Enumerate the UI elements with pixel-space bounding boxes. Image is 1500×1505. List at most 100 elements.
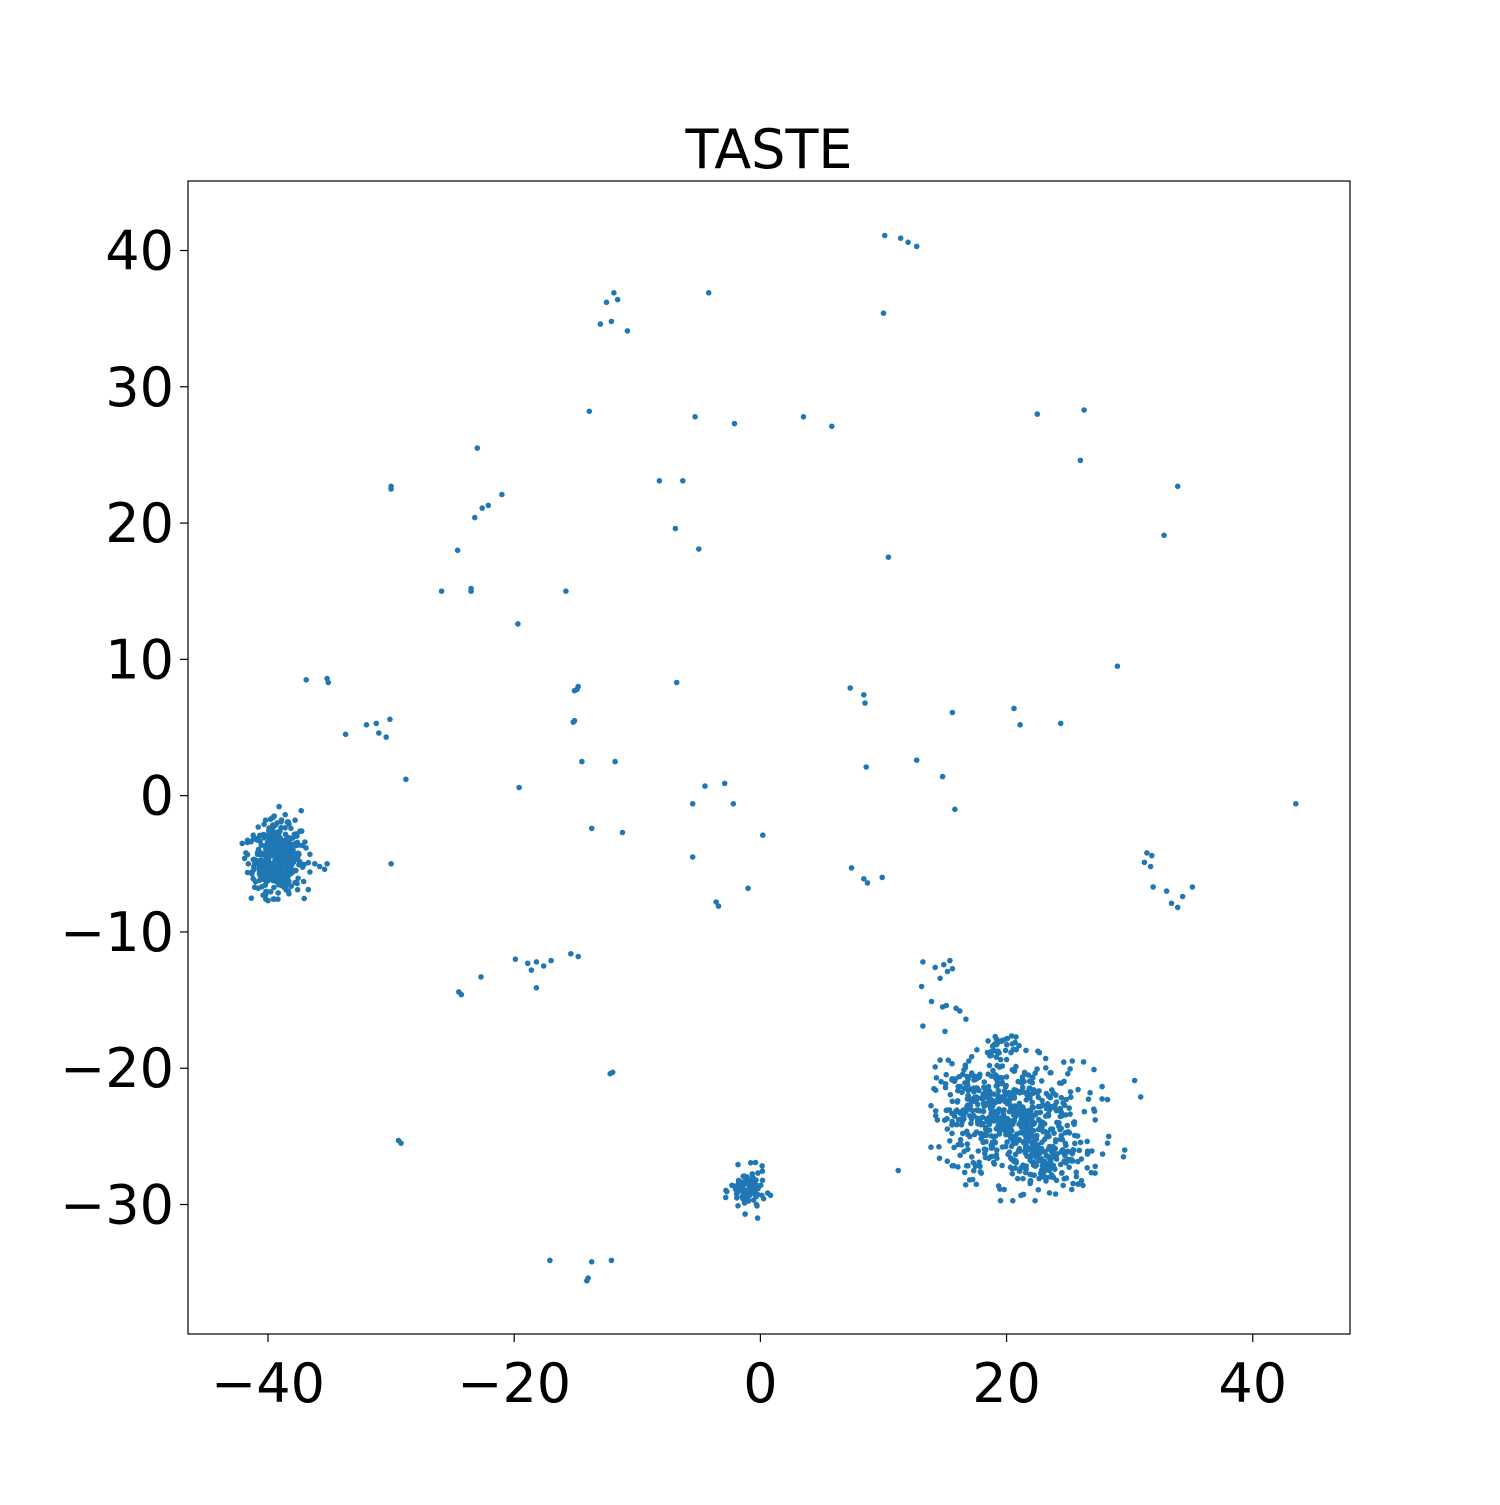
- data-point: [957, 1152, 963, 1159]
- data-point: [282, 825, 288, 831]
- data-point: [1075, 1158, 1081, 1165]
- data-point: [307, 869, 313, 875]
- data-point: [957, 1136, 964, 1143]
- data-point: [1077, 457, 1084, 464]
- data-point: [1147, 863, 1154, 870]
- data-point: [971, 1077, 977, 1083]
- data-point: [986, 1087, 992, 1094]
- data-point: [864, 880, 871, 886]
- data-point: [388, 483, 394, 490]
- data-point: [755, 1170, 761, 1176]
- data-point: [747, 1160, 754, 1166]
- data-point: [936, 1155, 943, 1162]
- data-point: [949, 1098, 956, 1105]
- data-point: [993, 1054, 1000, 1060]
- data-point: [279, 864, 285, 871]
- data-point: [1027, 1178, 1034, 1184]
- data-point: [847, 685, 853, 691]
- data-point: [259, 850, 266, 857]
- y-tick-label: 30: [105, 356, 174, 419]
- data-point: [967, 1102, 974, 1109]
- data-point: [1021, 1118, 1028, 1124]
- data-point: [298, 807, 305, 814]
- data-point: [388, 861, 394, 867]
- data-point: [745, 1198, 752, 1204]
- data-point: [325, 679, 332, 686]
- data-point: [1065, 1129, 1071, 1135]
- data-point: [986, 1127, 993, 1133]
- data-point: [1073, 1173, 1080, 1180]
- data-point: [1024, 1109, 1030, 1116]
- y-tick-label: −20: [60, 1037, 174, 1100]
- data-point: [947, 957, 953, 964]
- data-point: [267, 889, 274, 895]
- data-point: [937, 975, 943, 982]
- data-point: [932, 964, 938, 971]
- data-point: [1048, 1172, 1055, 1178]
- data-point: [1009, 1165, 1015, 1172]
- data-point: [1002, 1047, 1009, 1054]
- data-point: [280, 878, 286, 885]
- data-point: [963, 1105, 969, 1112]
- data-point: [1070, 1147, 1076, 1153]
- data-point: [972, 1163, 979, 1169]
- data-point: [1006, 1149, 1013, 1155]
- data-point: [963, 1016, 969, 1022]
- data-point: [968, 1053, 975, 1060]
- data-point: [1001, 1088, 1008, 1094]
- data-point: [263, 896, 269, 902]
- data-point: [973, 1094, 980, 1100]
- data-point: [403, 776, 409, 783]
- data-point: [1009, 1133, 1016, 1140]
- data-point: [996, 1050, 1002, 1056]
- y-tick-label: −30: [60, 1174, 174, 1237]
- data-point: [1099, 1151, 1106, 1157]
- data-point: [1114, 663, 1121, 669]
- data-point: [1003, 1056, 1010, 1063]
- data-point: [1040, 1128, 1046, 1135]
- data-point: [1081, 407, 1087, 413]
- data-point: [959, 1130, 966, 1137]
- data-point: [1008, 1143, 1015, 1150]
- data-point: [895, 1167, 901, 1174]
- data-point: [1076, 1147, 1083, 1154]
- data-point: [478, 974, 484, 980]
- data-point: [1008, 1049, 1014, 1056]
- data-point: [1174, 904, 1181, 911]
- data-point: [259, 832, 265, 838]
- data-point: [733, 1191, 740, 1197]
- data-point: [512, 956, 519, 962]
- data-point: [949, 1122, 955, 1128]
- data-point: [1088, 1169, 1095, 1176]
- data-point: [608, 318, 615, 325]
- data-point: [951, 1113, 958, 1119]
- data-point: [994, 1116, 1000, 1123]
- data-point: [1149, 852, 1155, 859]
- data-point: [1068, 1156, 1075, 1163]
- data-point: [968, 1120, 974, 1127]
- data-point: [978, 1095, 984, 1101]
- data-point: [1003, 1074, 1010, 1080]
- data-point: [721, 780, 728, 787]
- data-point: [1035, 1094, 1042, 1101]
- data-point: [1032, 1197, 1038, 1204]
- data-point: [959, 1089, 965, 1096]
- data-point: [248, 895, 255, 901]
- data-point: [1036, 1175, 1042, 1182]
- data-point: [964, 1082, 971, 1088]
- data-point: [1091, 1108, 1098, 1114]
- data-point: [312, 861, 318, 867]
- data-point: [863, 764, 869, 770]
- data-point: [955, 1087, 961, 1094]
- data-point: [266, 827, 272, 834]
- data-point: [533, 985, 540, 991]
- data-point: [957, 1083, 964, 1090]
- data-point: [1052, 1191, 1059, 1197]
- data-point: [571, 717, 578, 724]
- data-point: [1019, 1080, 1025, 1086]
- data-point: [941, 961, 947, 968]
- data-point: [745, 885, 751, 892]
- data-point: [1070, 1180, 1076, 1187]
